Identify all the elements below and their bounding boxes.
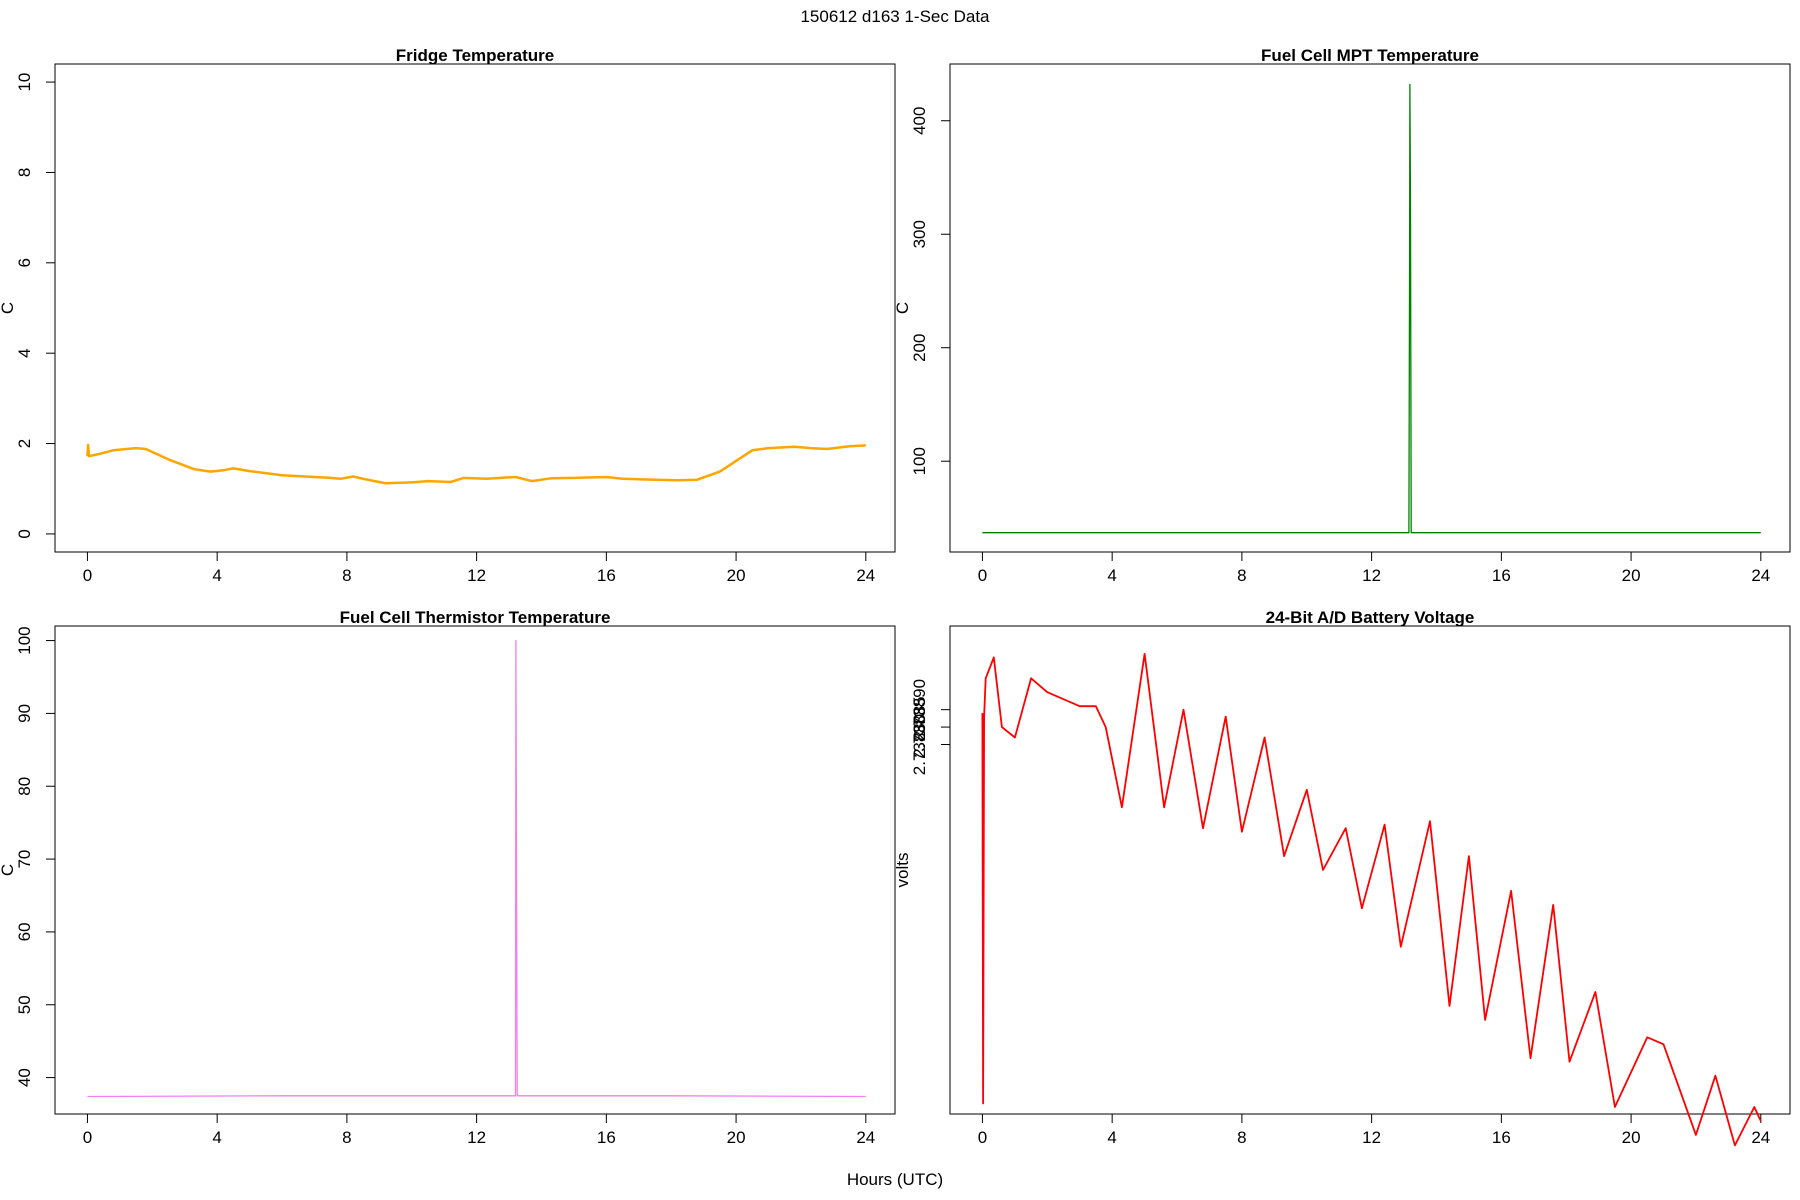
fuel-cell-thermistor-temperature-x-tick-label: 4 [212,1128,221,1147]
battery-voltage-x-tick-label: 4 [1107,1128,1116,1147]
battery-voltage-x-tick-label: 8 [1237,1128,1246,1147]
fuel-cell-thermistor-temperature-y-tick-label: 90 [15,704,34,723]
battery-voltage-x-tick-label: 24 [1751,1128,1770,1147]
fuel-cell-thermistor-temperature-y-tick-label: 100 [15,626,34,654]
fuel-cell-thermistor-temperature-title: Fuel Cell Thermistor Temperature [340,608,611,627]
fuel-cell-mpt-temperature-x-tick-label: 12 [1362,566,1381,585]
fuel-cell-mpt-temperature-y-tick-label: 300 [910,220,929,248]
battery-voltage-x-tick-label: 12 [1362,1128,1381,1147]
fuel-cell-thermistor-temperature-series-line [87,639,866,1098]
fuel-cell-thermistor-temperature-y-tick-label: 80 [15,777,34,796]
fuel-cell-mpt-temperature-x-tick-label: 0 [978,566,987,585]
fuel-cell-thermistor-temperature-x-tick-label: 0 [83,1128,92,1147]
fuel-cell-mpt-temperature-x-tick-label: 20 [1622,566,1641,585]
fuel-cell-mpt-temperature-y-tick-label: 200 [910,334,929,362]
fridge-temperature-x-tick-label: 0 [83,566,92,585]
fuel-cell-mpt-temperature-x-tick-label: 16 [1492,566,1511,585]
fridge-temperature-y-tick-label: 6 [15,258,34,267]
fridge-temperature-x-tick-label: 24 [856,566,875,585]
figure-xlabel: Hours (UTC) [847,1170,943,1189]
fuel-cell-thermistor-temperature-y-tick-label: 60 [15,922,34,941]
fuel-cell-thermistor-temperature-x-tick-label: 24 [856,1128,875,1147]
fridge-temperature-x-tick-label: 20 [727,566,746,585]
fuel-cell-thermistor-temperature-x-tick-label: 12 [467,1128,486,1147]
battery-voltage-x-tick-label: 16 [1492,1128,1511,1147]
fridge-temperature-series-line [86,443,866,485]
fridge-temperature-y-tick-label: 8 [15,168,34,177]
fridge-temperature-x-tick-label: 12 [467,566,486,585]
fuel-cell-mpt-temperature-x-tick-label: 24 [1751,566,1770,585]
fuel-cell-mpt-temperature-x-tick-label: 4 [1107,566,1116,585]
fridge-temperature-x-tick-label: 4 [212,566,221,585]
battery-voltage-y-tick-label: 2.73880 [910,714,929,775]
fuel-cell-thermistor-temperature-x-tick-label: 16 [597,1128,616,1147]
fuel-cell-thermistor-temperature-y-tick-label: 40 [15,1068,34,1087]
fridge-temperature-y-tick-label: 2 [15,439,34,448]
battery-voltage-y-label: volts [893,853,912,888]
panel-fridge-temperature: Fridge Temperature048121620240246810C [0,46,896,585]
battery-voltage-y-tick-label: 2.73885 [910,696,929,757]
panel-fuel-cell-mpt-temperature: Fuel Cell MPT Temperature 0 4 8 12 16 20 24 100 2… [893,46,1791,585]
fuel-cell-mpt-temperature-y-label: C [893,302,912,314]
fridge-temperature-y-label: C [0,302,17,314]
fuel-cell-thermistor-temperature-y-tick-label: 50 [15,995,34,1014]
fuel-cell-thermistor-temperature-y-label: C [0,864,17,876]
battery-voltage-y-tick-label: 2.73890 [910,679,929,740]
panel-battery-voltage: 24-Bit A/D Battery Voltage 0 4 8 12 16 20 24 2.7… [893,608,1791,1147]
fridge-temperature-x-tick-label: 8 [342,566,351,585]
fuel-cell-mpt-temperature-title: Fuel Cell MPT Temperature [1261,46,1479,65]
battery-voltage-title: 24-Bit A/D Battery Voltage [1266,608,1475,627]
fridge-temperature-y-tick-label: 0 [15,529,34,538]
panels: Fridge Temperature048121620240246810CFue… [0,46,1791,1147]
fridge-temperature-y-tick-label: 10 [15,73,34,92]
figure-title: 150612 d163 1-Sec Data [800,7,990,26]
battery-voltage-x-tick-label: 20 [1622,1128,1641,1147]
fridge-temperature-title: Fridge Temperature [396,46,554,65]
fuel-cell-thermistor-temperature-x-tick-label: 20 [727,1128,746,1147]
fuel-cell-mpt-temperature-series-line [982,83,1761,534]
fuel-cell-thermistor-temperature-x-tick-label: 8 [342,1128,351,1147]
battery-voltage-x-tick-label: 0 [978,1128,987,1147]
fridge-temperature-y-tick-label: 4 [15,348,34,357]
fuel-cell-mpt-temperature-y-tick-label: 400 [910,107,929,135]
fridge-temperature-x-tick-label: 16 [597,566,616,585]
battery-voltage-series-line [981,653,1762,1147]
fuel-cell-thermistor-temperature-y-tick-label: 70 [15,850,34,869]
panel-fuel-cell-thermistor-temperature: Fuel Cell Thermistor Temperature 0 4 8 12 16 2… [0,608,896,1147]
fuel-cell-mpt-temperature-x-tick-label: 8 [1237,566,1246,585]
fuel-cell-mpt-temperature-y-tick-label: 100 [910,447,929,475]
